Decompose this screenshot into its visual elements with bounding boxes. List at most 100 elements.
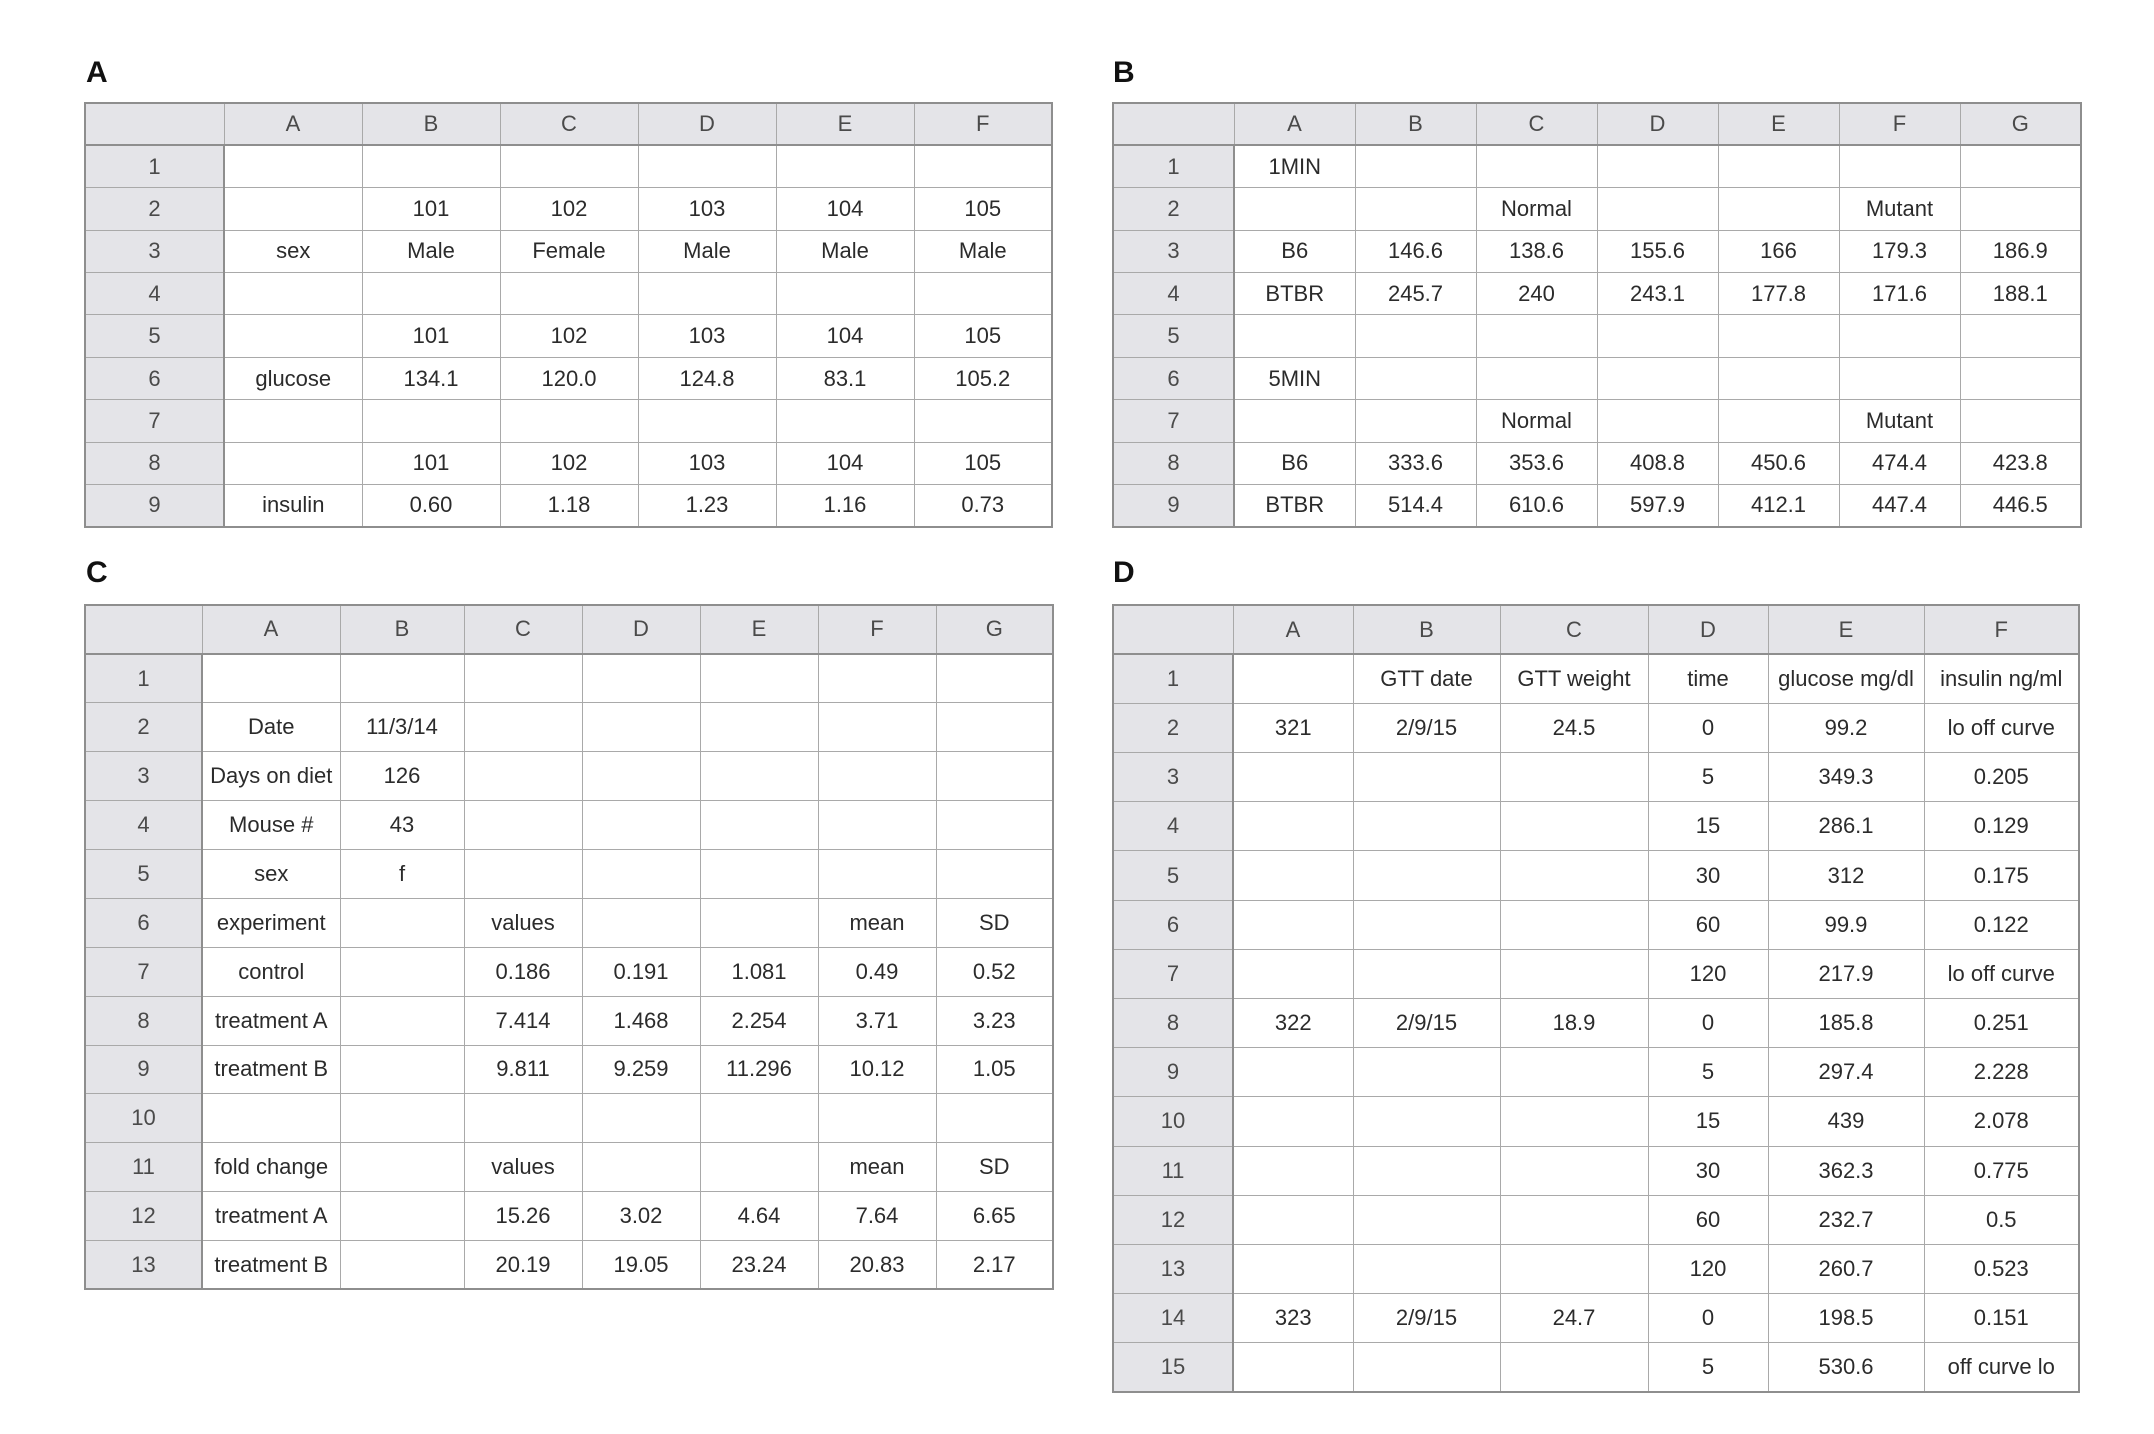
- column-header-g[interactable]: G: [935, 604, 1054, 655]
- cell-a5[interactable]: [1233, 314, 1356, 358]
- cell-a9[interactable]: insulin: [223, 484, 363, 528]
- cell-b7[interactable]: [1354, 399, 1477, 443]
- cell-c8[interactable]: 18.9: [1499, 997, 1649, 1049]
- cell-a5[interactable]: [1232, 850, 1354, 901]
- column-header-b[interactable]: B: [339, 604, 465, 655]
- cell-f5[interactable]: [1838, 314, 1961, 358]
- column-header-e[interactable]: E: [1767, 604, 1925, 656]
- row-header-10[interactable]: 10: [84, 1093, 203, 1144]
- row-header-12[interactable]: 12: [84, 1191, 203, 1242]
- cell-b1[interactable]: [1354, 144, 1477, 189]
- cell-g3[interactable]: [935, 751, 1054, 802]
- row-header-7[interactable]: 7: [84, 946, 203, 997]
- row-header-13[interactable]: 13: [84, 1240, 203, 1290]
- cell-a6[interactable]: glucose: [223, 356, 363, 401]
- cell-c4[interactable]: [1499, 801, 1649, 852]
- cell-b3[interactable]: 146.6: [1354, 229, 1477, 274]
- cell-e13[interactable]: 260.7: [1767, 1243, 1925, 1295]
- cell-f2[interactable]: [817, 702, 937, 753]
- cell-f1[interactable]: [817, 653, 937, 704]
- cell-e12[interactable]: 4.64: [699, 1191, 819, 1242]
- cell-b4[interactable]: [1352, 801, 1501, 852]
- cell-d8[interactable]: 408.8: [1596, 441, 1719, 486]
- cell-e6[interactable]: 99.9: [1767, 899, 1925, 950]
- cell-g11[interactable]: SD: [935, 1142, 1054, 1193]
- cell-a5[interactable]: sex: [201, 848, 341, 899]
- column-header-f[interactable]: F: [913, 102, 1053, 147]
- cell-b15[interactable]: [1352, 1342, 1501, 1393]
- cell-b13[interactable]: [339, 1240, 465, 1290]
- cell-c12[interactable]: 15.26: [463, 1191, 583, 1242]
- cell-d2[interactable]: [1596, 187, 1719, 231]
- cell-d7[interactable]: [637, 399, 777, 443]
- cell-e6[interactable]: 83.1: [775, 356, 915, 401]
- cell-f9[interactable]: 10.12: [817, 1044, 937, 1095]
- cell-e8[interactable]: 2.254: [699, 995, 819, 1046]
- cell-f7[interactable]: [913, 399, 1053, 443]
- cell-f3[interactable]: Male: [913, 229, 1053, 274]
- cell-f2[interactable]: 105: [913, 187, 1053, 231]
- cell-f7[interactable]: lo off curve: [1923, 948, 2080, 1000]
- corner-cell[interactable]: [84, 604, 203, 655]
- cell-e8[interactable]: 104: [775, 441, 915, 486]
- cell-d4[interactable]: 15: [1647, 801, 1769, 852]
- cell-e9[interactable]: 1.16: [775, 484, 915, 528]
- cell-a14[interactable]: 323: [1232, 1293, 1354, 1344]
- cell-b9[interactable]: 0.60: [361, 484, 501, 528]
- corner-cell[interactable]: [1112, 604, 1234, 656]
- cell-c2[interactable]: [463, 702, 583, 753]
- cell-f4[interactable]: 0.129: [1923, 801, 2080, 852]
- cell-c9[interactable]: [1499, 1047, 1649, 1098]
- cell-d1[interactable]: [637, 144, 777, 189]
- cell-d3[interactable]: Male: [637, 229, 777, 274]
- cell-g8[interactable]: 423.8: [1959, 441, 2082, 486]
- row-header-9[interactable]: 9: [84, 484, 225, 528]
- cell-e1[interactable]: [1717, 144, 1840, 189]
- cell-b2[interactable]: 11/3/14: [339, 702, 465, 753]
- cell-e9[interactable]: 412.1: [1717, 484, 1840, 528]
- cell-e11[interactable]: 362.3: [1767, 1145, 1925, 1196]
- cell-a12[interactable]: [1232, 1194, 1354, 1245]
- cell-d10[interactable]: [581, 1093, 701, 1144]
- cell-d7[interactable]: 0.191: [581, 946, 701, 997]
- corner-cell[interactable]: [1112, 102, 1235, 147]
- cell-g8[interactable]: 3.23: [935, 995, 1054, 1046]
- cell-a8[interactable]: 322: [1232, 997, 1354, 1049]
- column-header-a[interactable]: A: [1233, 102, 1356, 147]
- cell-f4[interactable]: 171.6: [1838, 272, 1961, 316]
- row-header-11[interactable]: 11: [1112, 1145, 1234, 1196]
- cell-d8[interactable]: 1.468: [581, 995, 701, 1046]
- cell-c10[interactable]: [463, 1093, 583, 1144]
- cell-e8[interactable]: 185.8: [1767, 997, 1925, 1049]
- cell-f1[interactable]: insulin ng/ml: [1923, 653, 2080, 704]
- cell-c8[interactable]: 7.414: [463, 995, 583, 1046]
- column-header-a[interactable]: A: [201, 604, 341, 655]
- cell-d5[interactable]: 103: [637, 314, 777, 358]
- row-header-9[interactable]: 9: [84, 1044, 203, 1095]
- cell-e10[interactable]: 439: [1767, 1096, 1925, 1147]
- cell-b5[interactable]: [1352, 850, 1501, 901]
- row-header-9[interactable]: 9: [1112, 1047, 1234, 1098]
- cell-g9[interactable]: 1.05: [935, 1044, 1054, 1095]
- cell-c1[interactable]: [1475, 144, 1598, 189]
- row-header-5[interactable]: 5: [84, 314, 225, 358]
- cell-a13[interactable]: treatment B: [201, 1240, 341, 1290]
- row-header-12[interactable]: 12: [1112, 1194, 1234, 1245]
- row-header-6[interactable]: 6: [1112, 356, 1235, 401]
- cell-b8[interactable]: [339, 995, 465, 1046]
- cell-d3[interactable]: 5: [1647, 752, 1769, 803]
- cell-d6[interactable]: 124.8: [637, 356, 777, 401]
- cell-e9[interactable]: 297.4: [1767, 1047, 1925, 1098]
- column-header-d[interactable]: D: [1647, 604, 1769, 656]
- cell-f6[interactable]: [1838, 356, 1961, 401]
- cell-c5[interactable]: [1499, 850, 1649, 901]
- column-header-b[interactable]: B: [1354, 102, 1477, 147]
- cell-a11[interactable]: [1232, 1145, 1354, 1196]
- column-header-d[interactable]: D: [1596, 102, 1719, 147]
- cell-e5[interactable]: 312: [1767, 850, 1925, 901]
- cell-d7[interactable]: 120: [1647, 948, 1769, 1000]
- cell-b14[interactable]: 2/9/15: [1352, 1293, 1501, 1344]
- cell-e2[interactable]: [1717, 187, 1840, 231]
- cell-e1[interactable]: [775, 144, 915, 189]
- cell-b4[interactable]: 43: [339, 800, 465, 850]
